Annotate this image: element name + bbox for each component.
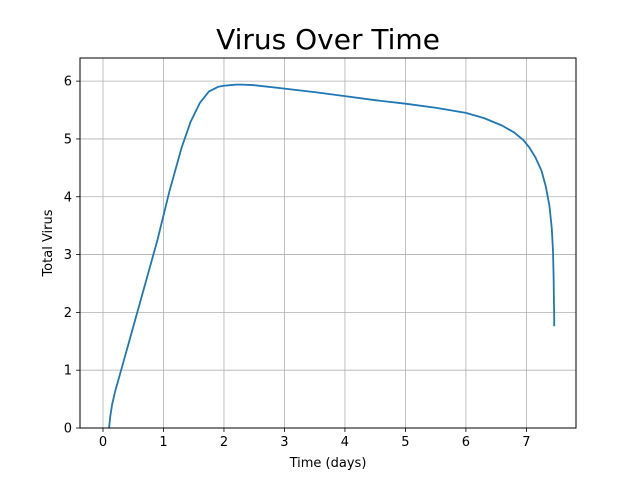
x-tick-label: 7: [522, 435, 530, 450]
y-tick-label: 4: [64, 190, 72, 205]
chart-title: Virus Over Time: [216, 23, 440, 56]
series-layer: [108, 83, 556, 429]
y-tick-label: 6: [64, 75, 72, 90]
y-tick-label: 0: [64, 422, 72, 437]
axes-background: [80, 58, 576, 428]
x-tick-label: 3: [280, 435, 288, 450]
series-line: [108, 83, 556, 429]
y-axis-label: Total Virus: [41, 209, 56, 277]
axes-frame: [79, 57, 577, 429]
x-tick-label: 0: [99, 435, 107, 450]
ticks: 0 1 2 3 4 5 6 7 0 1 2 3 4 5 6: [64, 75, 531, 450]
x-tick-label: 1: [159, 435, 167, 450]
x-tick-label: 2: [220, 435, 228, 450]
y-tick-label: 2: [64, 306, 72, 321]
x-tick-label: 4: [341, 435, 349, 450]
y-tick-label: 5: [64, 132, 72, 147]
x-tick-label: 6: [462, 435, 470, 450]
plot-area: 0 1 2 3 4 5 6 7 0 1 2 3 4 5 6: [64, 57, 577, 450]
x-tick-label: 5: [401, 435, 409, 450]
x-axis-label: Time (days): [289, 456, 367, 471]
y-tick-label: 1: [64, 364, 72, 379]
y-tick-label: 3: [64, 248, 72, 263]
